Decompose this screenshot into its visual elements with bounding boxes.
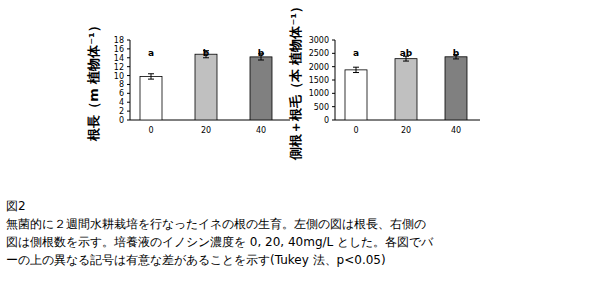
y-tick [127,75,130,76]
y-tick-label: 1000 [309,89,329,98]
error-line [356,67,357,72]
significance-letter: b [258,48,265,58]
y-tick-label: 1500 [309,76,329,85]
error-cap [258,60,264,61]
y-axis-label: 根長（m 植物体⁻¹） [86,19,101,142]
y-tick [127,48,130,49]
error-cap [148,73,154,74]
y-axis-label: 側根＋根毛（本 植物体⁻¹） [288,0,303,161]
y-tick [127,102,130,103]
y-tick [127,84,130,85]
y-tick-label: 4 [119,98,124,107]
caption-line: 無菌的に２週間水耕栽培を行なったイネの根の生育。左側の図は根長、右側の [6,217,426,231]
x-tick-label: 20 [401,126,411,135]
error-cap [353,67,359,68]
bar [345,70,367,120]
bar [140,76,162,120]
y-tick [332,106,335,107]
y-tick-label: 2500 [309,49,329,58]
figure: 024681012141618根長（m 植物体⁻¹）a0b20b40050010… [0,0,608,284]
significance-letter: b [453,48,460,58]
error-cap [148,79,154,80]
y-tick-label: 6 [119,89,124,98]
error-cap [453,58,459,59]
y-tick-label: 0 [119,116,124,125]
y-tick-label: 2000 [309,63,329,72]
x-tick-label: 0 [148,126,153,135]
chart: 0 500 1000 1500 2000 2500 3000 側根＋根毛（本 植物体⁻¹） a 0… [288,0,480,161]
error-bar [353,67,359,72]
y-tick-label: 500 [314,103,329,112]
significance-letter: a [148,48,154,58]
y-axis [130,40,131,120]
x-tick-label: 40 [451,126,461,135]
y-tick [332,120,335,121]
error-line [151,74,152,79]
figure-number: 図2 [6,199,26,213]
chart: 024681012141618根長（m 植物体⁻¹）a0b20b40 [86,19,290,142]
y-tick-label: 8 [119,80,124,89]
bar [445,57,467,120]
y-tick [127,40,130,41]
y-tick-label: 18 [114,36,124,45]
x-tick-label: 40 [256,126,266,135]
y-tick-label: 2 [119,107,124,116]
significance-letter: a [353,48,359,58]
y-tick [127,66,130,67]
bar [250,57,272,120]
y-tick-label: 14 [114,54,124,63]
y-tick [127,120,130,121]
significance-letter: ab [400,48,413,58]
y-tick [127,57,130,58]
y-tick [127,93,130,94]
bar [195,54,217,120]
caption-line: ーの上の異なる記号は有意な差があることを示す(Tukey 法、p<0.05) [6,253,386,267]
y-tick-label: 10 [114,72,124,81]
y-tick-label: 16 [114,45,124,54]
error-bar [148,74,154,79]
y-tick-label: 3000 [309,36,329,45]
y-tick [332,93,335,94]
x-tick-label: 0 [353,126,358,135]
y-tick-label: 0 [324,116,329,125]
y-tick [332,53,335,54]
bars [140,51,272,120]
y-tick [332,80,335,81]
bars [345,55,467,120]
error-cap [353,72,359,73]
y-tick [332,66,335,67]
significance-letter: b [203,48,210,58]
caption-line: 図は側根数を示す。培養液のイノシン濃度を 0, 20, 40mg/L とした。各… [6,235,434,249]
y-tick-label: 12 [114,63,124,72]
bar [395,59,417,120]
x-tick-label: 20 [201,126,211,135]
error-cap [403,61,409,62]
y-tick [332,40,335,41]
y-tick [127,111,130,112]
